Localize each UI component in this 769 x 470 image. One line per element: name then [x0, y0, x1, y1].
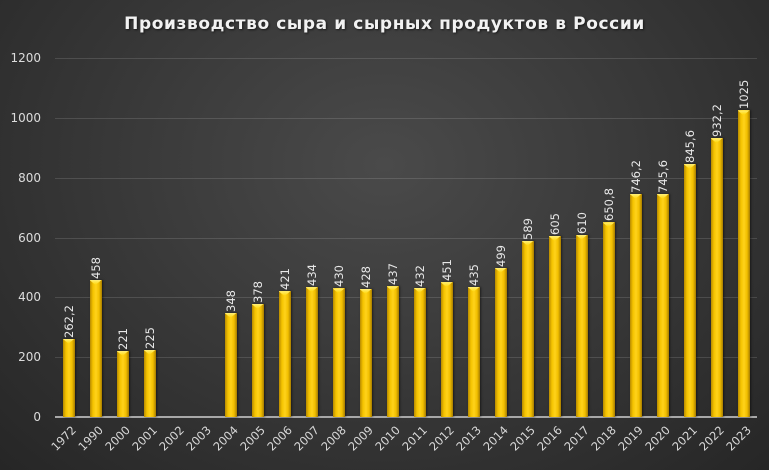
- data-label: 421: [277, 268, 292, 291]
- x-tick-label: 2021: [668, 423, 700, 454]
- data-label: 845,6: [682, 130, 697, 164]
- bar-1990: [89, 279, 102, 417]
- x-tick-label: 2005: [236, 423, 268, 454]
- x-tick-label: 2004: [209, 423, 241, 454]
- x-tick-label: 2022: [695, 423, 727, 454]
- x-tick-label: 2016: [533, 423, 565, 454]
- x-tick-label: 2018: [587, 423, 619, 454]
- bar-2016: [548, 236, 561, 417]
- data-label: 458: [88, 257, 103, 279]
- data-label: 610: [574, 211, 589, 234]
- x-tick-label: 2000: [101, 423, 133, 454]
- bar-2017: [575, 234, 588, 417]
- y-tick-label: 800: [18, 170, 41, 185]
- x-tick-label: 2023: [722, 423, 754, 454]
- x-tick-label: 2015: [506, 423, 538, 454]
- data-label: 432: [412, 264, 427, 287]
- data-label: 430: [331, 265, 346, 288]
- gridline: [55, 177, 757, 179]
- data-label: 605: [547, 213, 562, 235]
- bar-2012: [440, 282, 453, 417]
- data-label: 499: [493, 244, 508, 267]
- bar-2006: [278, 291, 291, 417]
- bar-2014: [494, 267, 507, 417]
- x-tick-label: 2006: [263, 423, 295, 454]
- bar-2009: [359, 288, 372, 417]
- bar-2010: [386, 286, 399, 417]
- data-label: 746,2: [628, 159, 643, 193]
- bar-2023: [737, 110, 750, 417]
- bar-2020: [656, 193, 669, 417]
- data-label: 378: [250, 280, 265, 303]
- bar-2001: [143, 349, 156, 417]
- data-label: 589: [520, 217, 535, 240]
- data-label: 435: [466, 263, 481, 286]
- bar-2005: [251, 303, 264, 417]
- data-label: 262,2: [61, 304, 76, 338]
- data-label: 932,2: [709, 104, 724, 138]
- bar-2000: [116, 350, 129, 417]
- data-label: 434: [304, 264, 319, 287]
- bar-2008: [332, 288, 345, 417]
- data-label: 650,8: [601, 188, 616, 222]
- plot-area: 262,2 458 221 225 348 378 421 434 430 428 437 432 45…: [55, 58, 757, 418]
- bar-2004: [224, 312, 237, 417]
- data-label: 437: [385, 263, 400, 286]
- gridline: [55, 237, 757, 239]
- x-tick-label: 2003: [182, 423, 214, 454]
- x-tick-label: 2002: [155, 423, 187, 454]
- x-tick-label: 2020: [641, 423, 673, 454]
- data-label: 348: [223, 289, 238, 312]
- y-tick-label: 1200: [10, 51, 41, 65]
- y-tick-label: 1000: [10, 110, 41, 125]
- data-label: 451: [439, 259, 454, 282]
- data-label: 1025: [736, 80, 751, 110]
- x-axis-line: [55, 416, 757, 418]
- gridline: [55, 58, 757, 59]
- bar-2022: [710, 138, 723, 417]
- gridline: [55, 357, 757, 359]
- bar-1972: [62, 338, 75, 417]
- x-tick-label: 2017: [560, 423, 592, 454]
- gridline: [55, 117, 757, 119]
- data-label: 745,6: [655, 160, 670, 193]
- chart-title: Производство сыра и сырных продуктов в Р…: [124, 14, 645, 34]
- y-tick-label: 400: [18, 290, 41, 305]
- y-tick-label: 200: [18, 350, 41, 365]
- bar-2011: [413, 287, 426, 417]
- bar-2021: [683, 164, 696, 417]
- y-tick-label: 0: [33, 410, 41, 424]
- x-tick-label: 2007: [290, 423, 322, 454]
- bar-2018: [602, 222, 615, 417]
- x-tick-label: 2008: [317, 423, 349, 454]
- bar-2015: [521, 240, 534, 417]
- data-label: 428: [358, 266, 373, 288]
- y-tick-label: 600: [18, 230, 41, 245]
- bar-2019: [629, 193, 642, 417]
- x-tick-label: 1972: [47, 423, 79, 454]
- bar-2013: [467, 286, 480, 417]
- x-tick-label: 2010: [371, 423, 403, 454]
- bar-2007: [305, 287, 318, 417]
- x-tick-label: 2013: [452, 423, 484, 454]
- x-tick-label: 2019: [614, 423, 646, 454]
- gridline: [55, 297, 757, 299]
- data-label: 225: [142, 326, 157, 349]
- x-tick-label: 2014: [479, 423, 511, 454]
- x-tick-label: 2001: [128, 423, 160, 454]
- x-tick-label: 1990: [74, 423, 106, 454]
- x-tick-label: 2009: [344, 423, 376, 454]
- x-tick-label: 2011: [398, 423, 430, 454]
- x-tick-label: 2012: [425, 423, 457, 454]
- data-label: 221: [115, 327, 130, 350]
